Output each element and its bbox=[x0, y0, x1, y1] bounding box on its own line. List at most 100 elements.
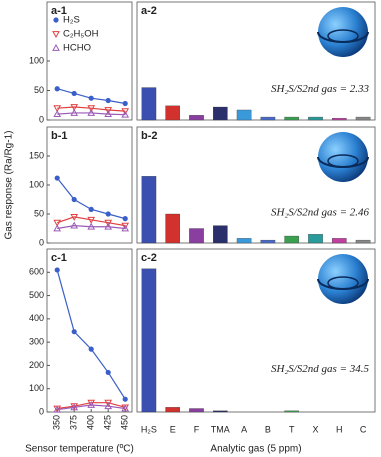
bar bbox=[308, 116, 323, 121]
marker bbox=[53, 17, 59, 23]
x-tick-label: 425 bbox=[103, 415, 113, 430]
line bbox=[57, 112, 126, 116]
x-tick-label: C bbox=[360, 424, 367, 434]
y-tick-label: 0 bbox=[39, 406, 44, 416]
marker bbox=[88, 206, 94, 212]
marker bbox=[53, 405, 62, 413]
marker bbox=[122, 396, 128, 402]
marker bbox=[88, 346, 94, 352]
marker bbox=[53, 224, 62, 232]
marker bbox=[122, 100, 128, 107]
marker bbox=[122, 216, 128, 222]
bar bbox=[284, 235, 299, 244]
bar bbox=[213, 410, 228, 413]
marker bbox=[87, 222, 96, 230]
line bbox=[57, 106, 126, 112]
bar bbox=[260, 239, 276, 244]
marker bbox=[121, 404, 130, 412]
line bbox=[57, 224, 126, 230]
line bbox=[56, 177, 126, 220]
x-tick-label: E bbox=[170, 424, 176, 434]
marker bbox=[54, 175, 60, 181]
marker bbox=[105, 97, 111, 104]
y-tick-label: 400 bbox=[29, 313, 44, 323]
bar bbox=[236, 109, 252, 121]
sphere-shell bbox=[327, 154, 359, 168]
legend-label: H₂S bbox=[63, 15, 80, 26]
marker bbox=[87, 400, 96, 408]
sphere-image bbox=[318, 7, 368, 57]
x-axis-label: Sensor temperature (ºC) bbox=[25, 444, 134, 455]
marker bbox=[52, 31, 60, 39]
panel-frame bbox=[136, 248, 376, 413]
panel-label: b-1 bbox=[51, 130, 68, 142]
marker bbox=[121, 110, 130, 118]
y-tick-label: 100 bbox=[29, 55, 44, 65]
bar bbox=[165, 213, 180, 244]
bar bbox=[236, 238, 252, 244]
line bbox=[57, 216, 126, 227]
y-tick-label: 50 bbox=[34, 208, 44, 218]
y-tick-label: 150 bbox=[29, 150, 44, 160]
marker bbox=[54, 86, 60, 92]
y-tick-label: 0 bbox=[39, 237, 44, 247]
bar bbox=[141, 268, 157, 413]
marker bbox=[87, 399, 96, 407]
bar bbox=[165, 105, 180, 121]
annotation: SH₂S/S2nd gas = 34.5 bbox=[271, 363, 370, 375]
sphere-shell bbox=[327, 29, 359, 43]
marker bbox=[105, 369, 111, 376]
sphere-image bbox=[318, 132, 368, 182]
panel-label: c-2 bbox=[141, 252, 157, 264]
panel-frame bbox=[46, 126, 133, 244]
bar bbox=[141, 176, 157, 244]
marker bbox=[121, 108, 130, 116]
marker bbox=[54, 267, 60, 273]
marker bbox=[70, 108, 79, 116]
x-tick-label: TMA bbox=[211, 424, 230, 434]
bar bbox=[284, 410, 299, 413]
marker bbox=[104, 402, 113, 410]
panel-frame bbox=[136, 126, 376, 244]
marker bbox=[71, 196, 77, 203]
bar bbox=[332, 118, 347, 121]
marker bbox=[87, 108, 96, 116]
x-axis-label: Analytic gas (5 ppm) bbox=[210, 444, 301, 455]
y-tick-label: 50 bbox=[34, 85, 44, 95]
marker bbox=[52, 43, 60, 51]
sphere-image bbox=[318, 254, 368, 304]
marker bbox=[104, 222, 113, 230]
marker bbox=[70, 221, 79, 229]
marker bbox=[87, 216, 96, 224]
line bbox=[56, 269, 126, 400]
marker bbox=[53, 105, 62, 113]
y-tick-label: 500 bbox=[29, 290, 44, 300]
y-tick-label: 0 bbox=[39, 114, 44, 124]
bar bbox=[213, 106, 228, 121]
panel-label: c-1 bbox=[51, 252, 67, 264]
marker bbox=[70, 104, 79, 112]
line bbox=[57, 404, 126, 411]
panel-label: b-2 bbox=[141, 130, 158, 142]
bar bbox=[308, 234, 323, 244]
x-tick-label: A bbox=[241, 424, 247, 434]
marker bbox=[70, 403, 79, 411]
x-tick-label: 400 bbox=[86, 415, 96, 430]
panel-frame bbox=[46, 248, 133, 413]
marker bbox=[104, 110, 113, 117]
x-tick-label: X bbox=[312, 424, 318, 434]
panel-frame bbox=[136, 1, 376, 121]
bar bbox=[165, 407, 180, 413]
marker bbox=[105, 211, 111, 217]
x-tick-label: 375 bbox=[69, 415, 79, 430]
panel-label: a-2 bbox=[141, 5, 157, 17]
y-tick-label: 100 bbox=[29, 179, 44, 189]
y-tick-label: 100 bbox=[29, 383, 44, 393]
x-tick-label: 350 bbox=[52, 415, 62, 430]
bar bbox=[213, 225, 228, 244]
sphere-shell bbox=[327, 276, 359, 290]
marker bbox=[53, 219, 62, 227]
marker bbox=[104, 107, 113, 114]
marker bbox=[87, 105, 96, 113]
marker bbox=[121, 224, 130, 232]
